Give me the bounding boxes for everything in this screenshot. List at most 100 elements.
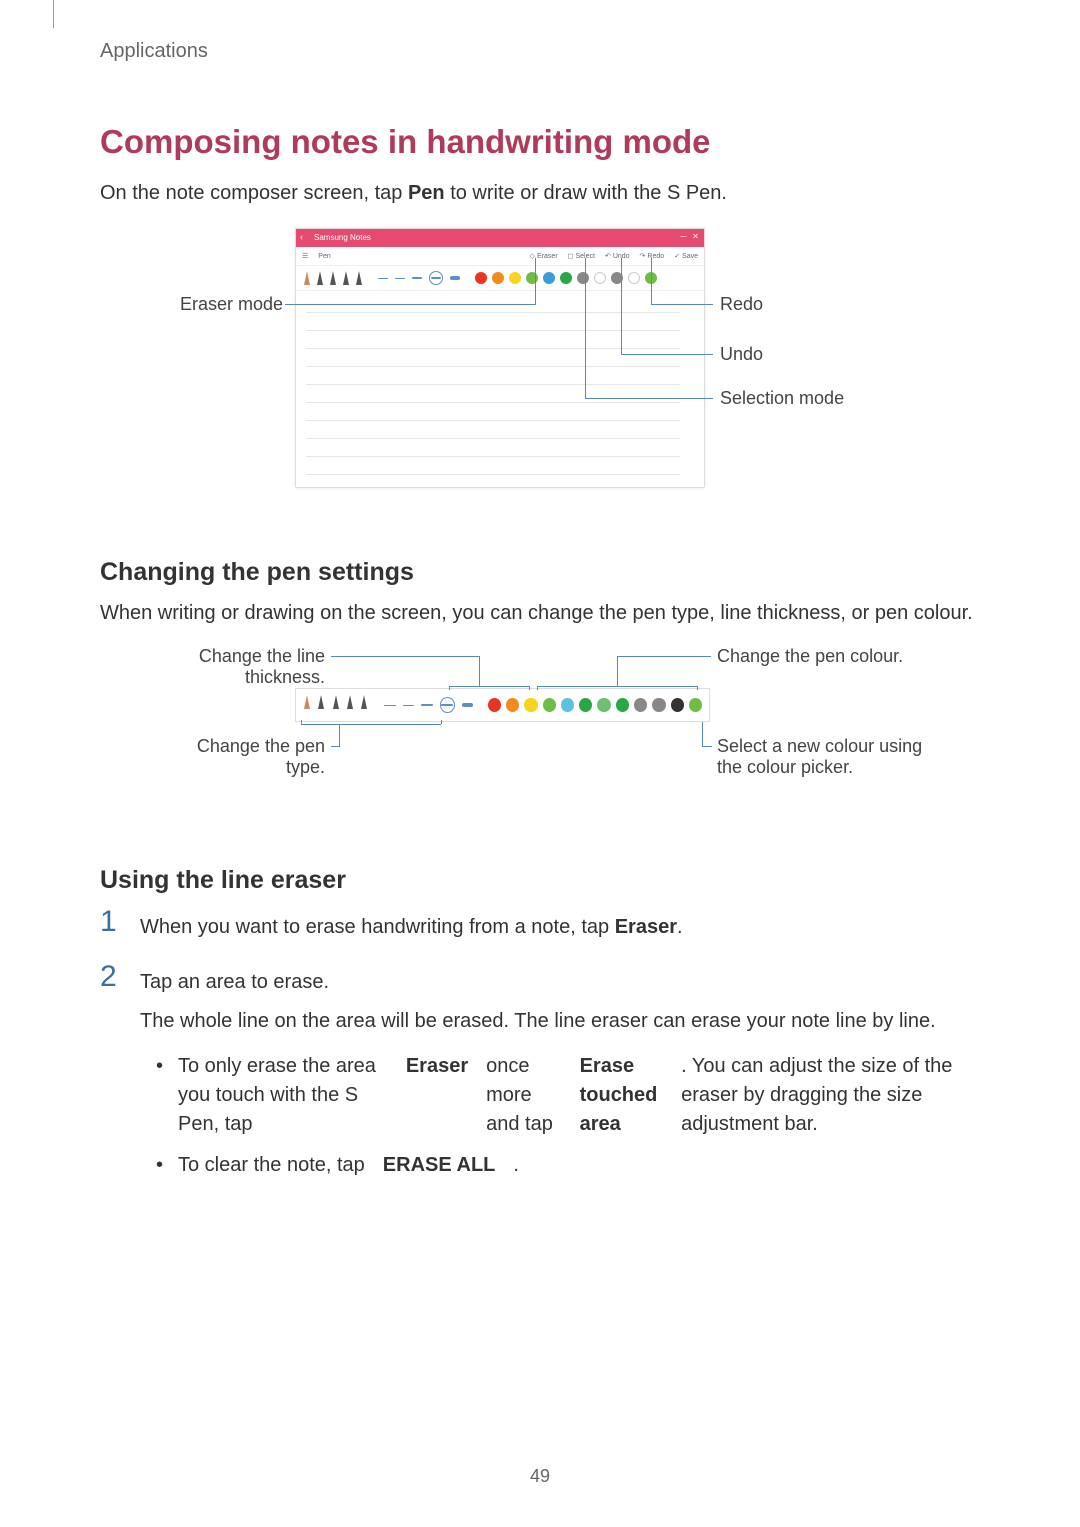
color-swatch <box>652 698 665 712</box>
callout-line <box>621 354 713 355</box>
callout-line <box>537 686 538 690</box>
callout-colour-picker: Select a new colour using the colour pic… <box>717 736 927 778</box>
color-swatch <box>616 698 629 712</box>
callout-line <box>449 686 450 690</box>
color-swatch <box>488 698 501 712</box>
callout-line <box>585 398 713 399</box>
callout-line <box>617 656 618 686</box>
callout-line-thickness: Change the line thickness. <box>165 646 325 688</box>
undo-tool: ↶ Undo <box>605 252 630 260</box>
callout-line <box>617 656 711 657</box>
color-swatch <box>475 272 487 284</box>
color-swatch <box>594 272 606 284</box>
callout-line <box>651 258 652 304</box>
menu-icon: ☰ <box>302 252 308 260</box>
callout-line <box>301 720 302 724</box>
intro-bold: Pen <box>408 182 445 204</box>
notes-app-screenshot: ‹ Samsung Notes ─ ✕ ☰ Pen ◇ Eraser ◻ Sel… <box>295 228 705 488</box>
app-name: Samsung Notes <box>314 233 371 242</box>
pen-tip-icon <box>345 693 356 717</box>
callout-pen-type: Change the pen type. <box>165 736 325 778</box>
step-1-text: When you want to erase handwriting from … <box>140 907 980 942</box>
thickness-selected <box>440 697 455 713</box>
subhead-pen-settings: Changing the pen settings <box>100 558 980 587</box>
color-swatch <box>577 272 589 284</box>
pen-mode-label: Pen <box>318 253 330 260</box>
callout-line <box>331 746 339 747</box>
thickness-option <box>421 704 432 706</box>
eraser-tool: ◇ Eraser <box>530 252 558 260</box>
callout-line <box>529 686 530 690</box>
thickness-option <box>462 703 473 707</box>
callout-line <box>702 722 703 746</box>
step-number: 1 <box>100 907 122 937</box>
callout-undo: Undo <box>720 344 763 365</box>
callout-pen-colour: Change the pen colour. <box>717 646 917 667</box>
callout-line <box>331 656 479 657</box>
callout-line <box>285 304 535 305</box>
color-swatch <box>671 698 684 712</box>
color-swatch <box>524 698 537 712</box>
callout-line <box>339 724 340 747</box>
callout-line <box>697 686 698 690</box>
bullet-erase-all: To clear the note, tap ERASE ALL. <box>156 1151 980 1180</box>
callout-eraser-mode: Eraser mode <box>180 294 283 315</box>
step-2-text: Tap an area to erase. The whole line on … <box>140 962 980 1192</box>
pen-tip-icon <box>341 269 351 287</box>
pen-tip-icon <box>315 269 325 287</box>
thickness-option <box>412 277 422 279</box>
back-icon: ‹ <box>300 232 303 242</box>
eraser-bullets: To only erase the area you touch with th… <box>156 1052 980 1180</box>
pen-tip-icon <box>302 693 313 717</box>
color-swatch <box>628 272 640 284</box>
step-2: 2 Tap an area to erase. The whole line o… <box>100 962 980 1192</box>
pen-toolbar <box>296 265 704 291</box>
page-margin-line <box>53 0 54 28</box>
callout-line <box>585 258 586 398</box>
pen-settings-body: When writing or drawing on the screen, y… <box>100 599 980 628</box>
thickness-option <box>384 705 395 706</box>
close-icon: ✕ <box>691 232 700 241</box>
thickness-option <box>378 278 388 279</box>
callout-line <box>535 258 536 305</box>
bullet-erase-touched: To only erase the area you touch with th… <box>156 1052 980 1139</box>
pen-tip-icon <box>316 693 327 717</box>
note-canvas <box>296 291 704 479</box>
figure-2: Change the line thickness. Change the pe… <box>105 646 975 836</box>
pen-tip-icon <box>302 269 312 287</box>
page-content: Applications Composing notes in handwrit… <box>0 0 1080 1192</box>
pen-tip-icon <box>354 269 364 287</box>
intro-pre: On the note composer screen, tap <box>100 182 408 204</box>
main-toolbar: ☰ Pen ◇ Eraser ◻ Select ↶ Undo ↷ Redo ✓ … <box>296 247 704 265</box>
intro-post: to write or draw with the S Pen. <box>445 182 727 204</box>
select-tool: ◻ Select <box>568 252 595 260</box>
save-tool: ✓ Save <box>674 252 698 260</box>
color-swatch <box>506 698 519 712</box>
thickness-selected <box>429 271 443 285</box>
color-swatch <box>560 272 572 284</box>
callout-selection-mode: Selection mode <box>720 388 844 409</box>
callout-line <box>537 686 697 687</box>
color-swatch <box>579 698 592 712</box>
color-swatch <box>634 698 647 712</box>
callout-line <box>621 258 622 354</box>
color-swatch <box>597 698 610 712</box>
callout-line <box>702 746 712 747</box>
minimize-icon: ─ <box>679 232 688 241</box>
color-swatch <box>526 272 538 284</box>
app-titlebar: ‹ Samsung Notes ─ ✕ <box>296 229 704 247</box>
figure-1: ‹ Samsung Notes ─ ✕ ☰ Pen ◇ Eraser ◻ Sel… <box>105 228 975 518</box>
section-header: Applications <box>100 40 980 63</box>
thickness-option <box>395 278 405 279</box>
pen-tip-icon <box>359 693 370 717</box>
callout-line <box>301 724 441 725</box>
intro-paragraph: On the note composer screen, tap Pen to … <box>100 179 980 208</box>
color-swatch <box>509 272 521 284</box>
callout-redo: Redo <box>720 294 763 315</box>
subhead-line-eraser: Using the line eraser <box>100 866 980 895</box>
color-swatch <box>492 272 504 284</box>
callout-line <box>651 304 713 305</box>
color-swatch <box>561 698 574 712</box>
pen-tip-icon <box>328 269 338 287</box>
page-title: Composing notes in handwriting mode <box>100 123 980 161</box>
